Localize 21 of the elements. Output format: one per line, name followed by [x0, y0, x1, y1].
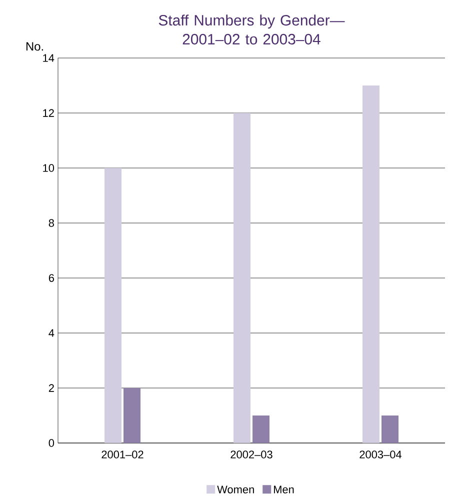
y-tick-label: 6	[48, 274, 54, 282]
legend-label: Women	[217, 486, 254, 494]
x-tick-label: 2003–04	[360, 450, 402, 458]
bar	[123, 388, 140, 443]
bar	[252, 416, 270, 443]
x-tick-label: 2002–03	[230, 450, 272, 458]
y-tick-label: 2	[48, 384, 54, 392]
bar	[362, 85, 380, 443]
y-tick-label: 14	[43, 54, 54, 62]
y-tick-label: 12	[43, 109, 54, 117]
bar	[234, 112, 251, 443]
y-axis-title: No.	[26, 42, 43, 51]
y-tick-label: 4	[48, 329, 54, 337]
bar	[104, 168, 122, 443]
y-tick-label: 8	[48, 219, 54, 227]
y-tick-label: 0	[48, 439, 54, 447]
chart-title: Staff Numbers by Gender—2001–02 to 2003–04	[158, 14, 345, 44]
bar	[382, 416, 398, 443]
legend-label: Men	[274, 486, 294, 494]
x-tick-label: 2001–02	[102, 450, 144, 458]
y-tick-label: 10	[43, 164, 54, 172]
